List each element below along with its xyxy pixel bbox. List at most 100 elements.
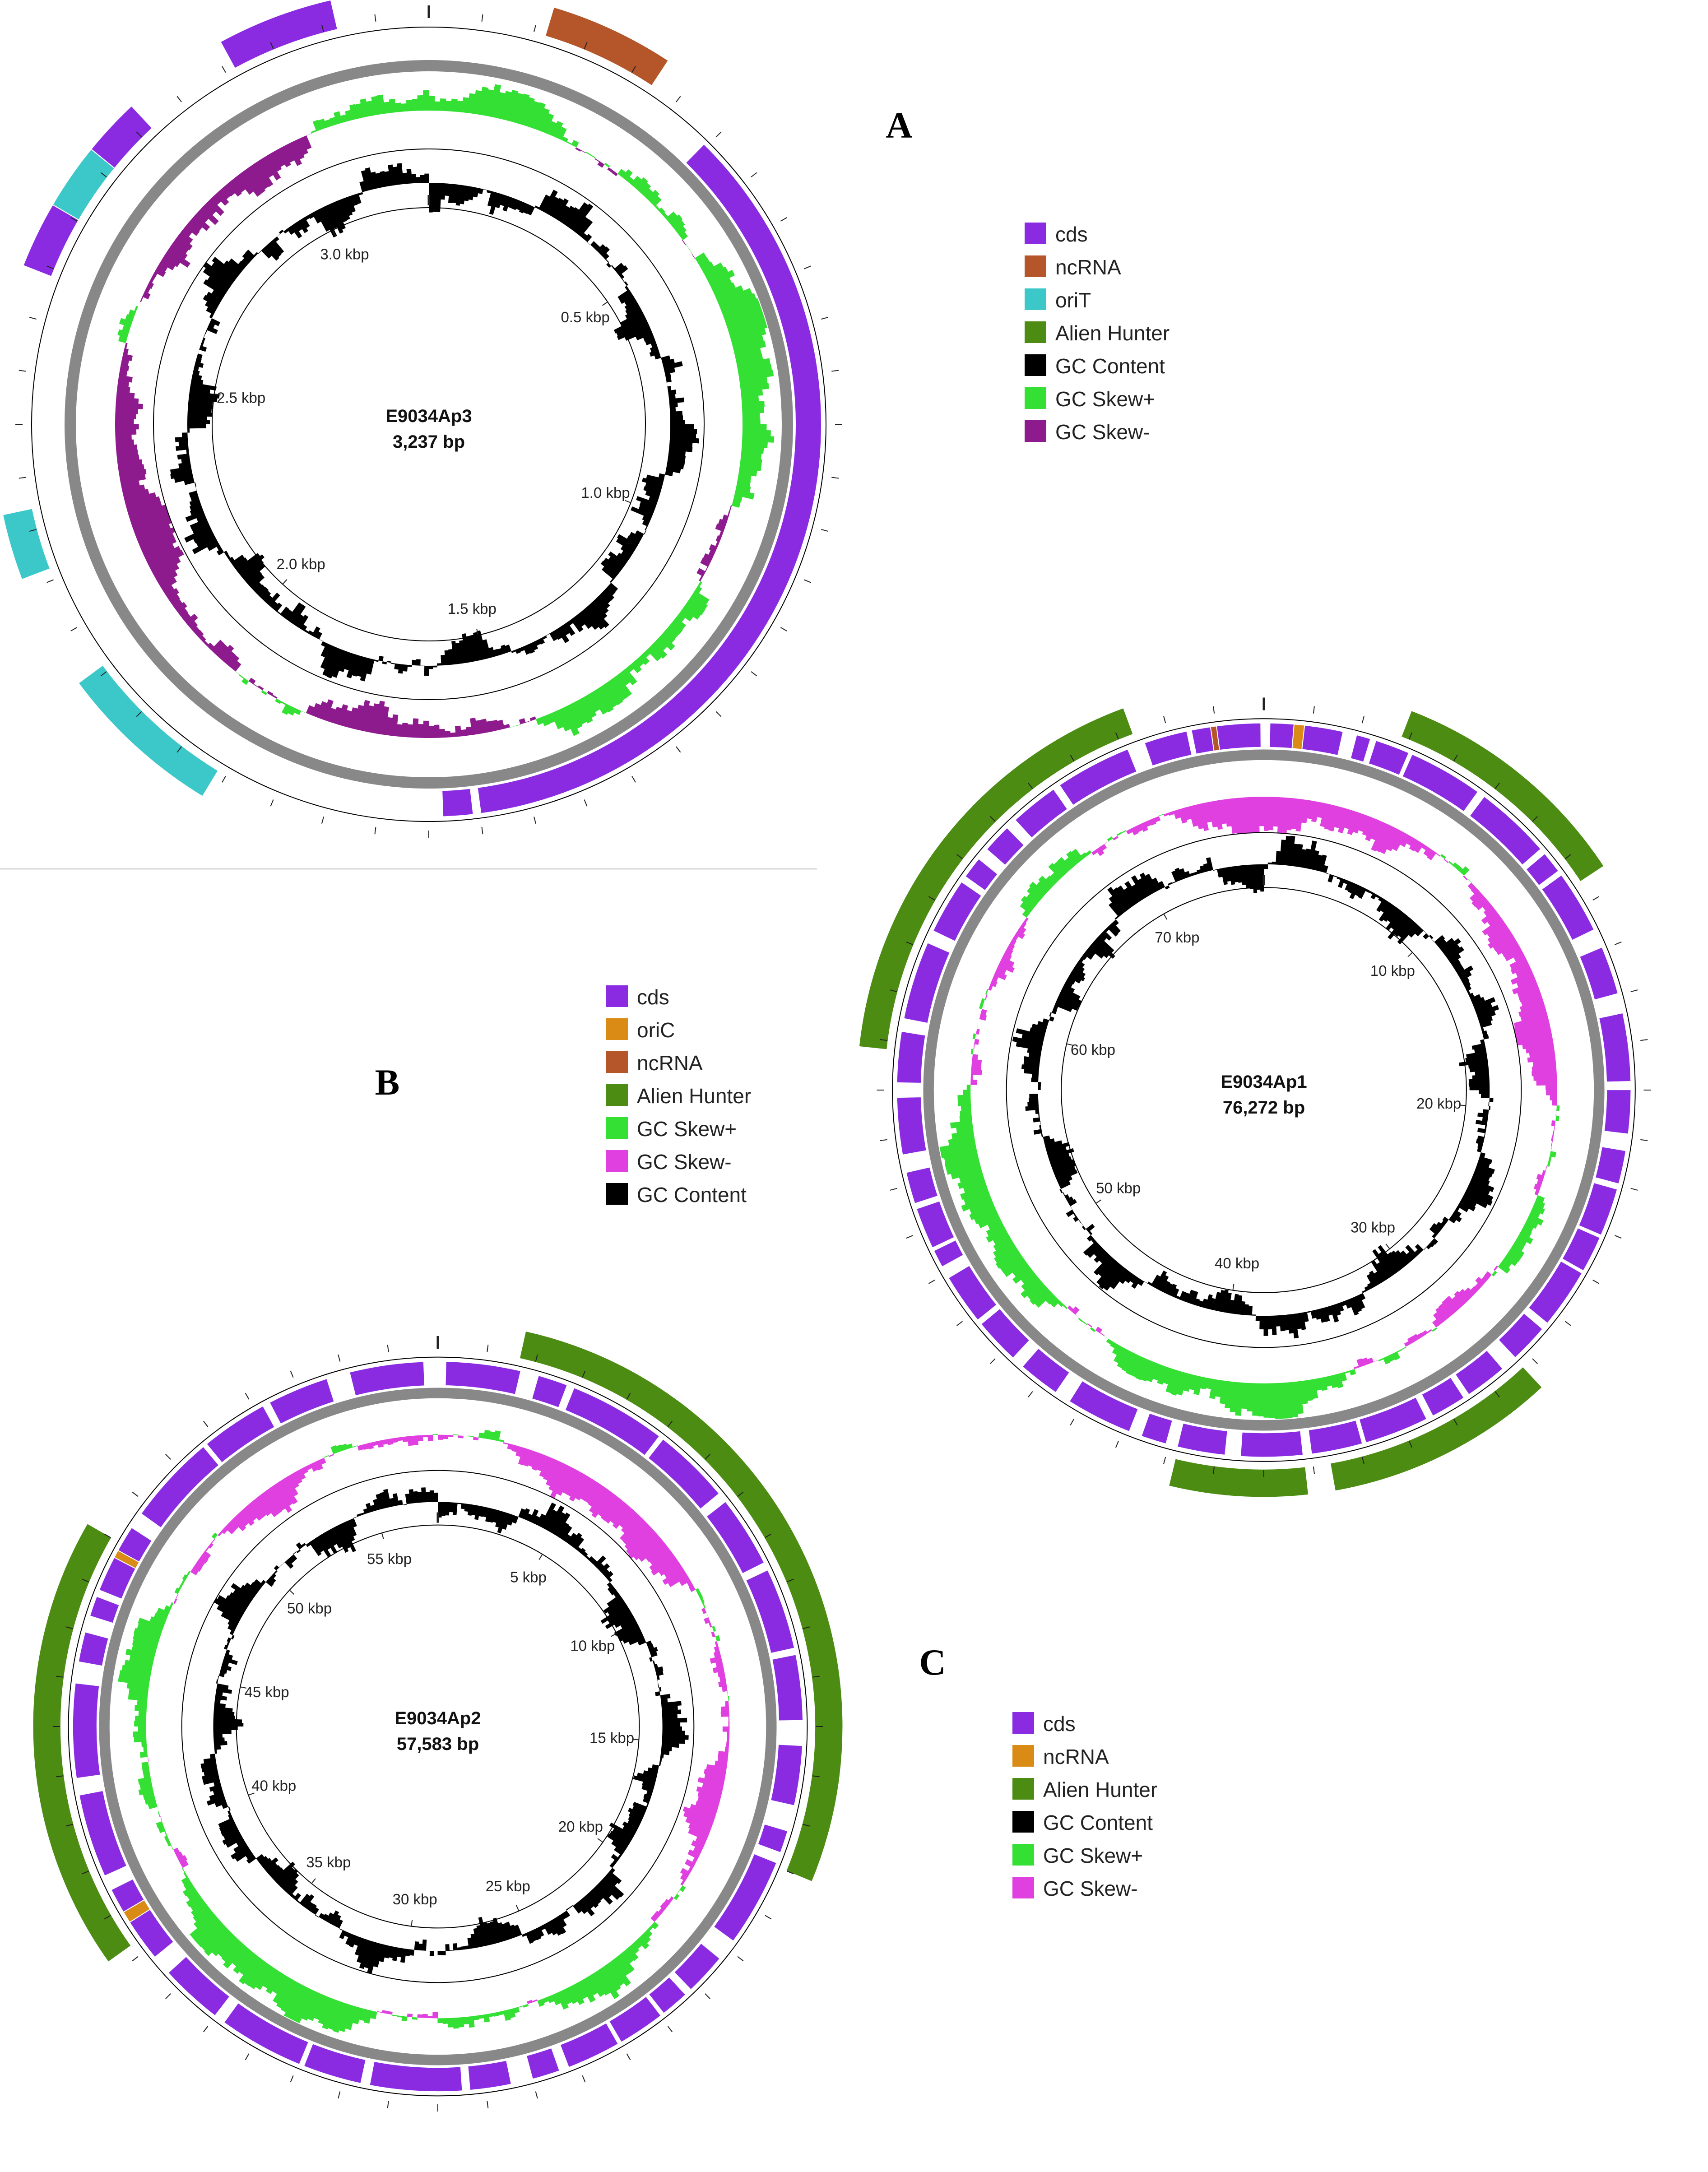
- panel-b-outer-ring: [892, 718, 1636, 1462]
- panel-b-gc-content-bar: [1457, 965, 1474, 978]
- panel-c-outer-tick: [338, 2091, 341, 2099]
- panel-c-gc-skew-bar: [508, 2008, 516, 2019]
- panel-c-gc-content-bar: [657, 1680, 659, 1684]
- panel-a-gc-skew-bar: [203, 640, 209, 646]
- panel-c-gc-content-bar: [607, 1585, 615, 1592]
- panel-a-gc-content-bar: [297, 614, 309, 629]
- panel-a-gc-skew-bar: [536, 108, 550, 132]
- panel-c-gc-content-bar: [392, 1947, 399, 1961]
- panel-c-gc-content-bar: [652, 1764, 659, 1770]
- panel-c-gc-skew-bar: [718, 1751, 729, 1758]
- panel-a-gc-content-bar: [319, 639, 323, 641]
- panel-a-gc-content-bar: [216, 545, 222, 551]
- panel-c-gc-content-bar: [414, 1941, 419, 1950]
- panel-c-gc-skew-bar: [550, 1464, 571, 1499]
- panel-c-gc-skew-bar: [713, 1651, 721, 1658]
- panel-a-outer-tick: [46, 265, 54, 269]
- panel-c-feature-cds: [89, 1596, 120, 1624]
- panel-b-gc-skew-bar: [1243, 797, 1251, 834]
- panel-c-kbp-tick: [515, 1905, 520, 1912]
- panel-a-gc-content-bar: [322, 646, 339, 677]
- panel-c-gc-skew-bar: [341, 1443, 348, 1451]
- panel-c-gc-skew-bar: [722, 1726, 730, 1732]
- panel-a-features: [2, 0, 822, 817]
- panel-a-gc-content-bar: [338, 199, 350, 220]
- panel-a-gc-skew-bar: [119, 318, 133, 328]
- panel-b-gc-skew-bar: [1104, 1336, 1109, 1339]
- panel-a-gc-skew-bar: [669, 214, 683, 227]
- panel-b-gc-skew-bar: [996, 965, 1007, 975]
- panel-c-gc-skew-bar: [728, 1721, 730, 1727]
- panel-c-gc-content-bar: [588, 1556, 594, 1563]
- panel-a-gc-content-bar: [261, 590, 271, 601]
- panel-a-gc-skew-bar: [594, 687, 614, 713]
- panel-c-gc-content-bar: [553, 1512, 571, 1536]
- panel-b-gc-content-bar: [1431, 1223, 1442, 1233]
- panel-b-gc-content-bar: [1035, 1109, 1040, 1114]
- panel-a-gc-skew-bar: [734, 348, 761, 360]
- panel-a-gc-skew-bar: [445, 730, 451, 738]
- panel-b-gc-skew-bar: [1045, 875, 1057, 886]
- panel-a-gc-skew-bar: [741, 446, 764, 454]
- panel-c-gc-content-bar: [228, 1814, 233, 1819]
- panel-c-gc-content-bar: [201, 1765, 218, 1773]
- panel-a-outer-tick: [70, 217, 78, 222]
- panel-b-gc-content-bar: [1031, 1023, 1047, 1032]
- panel-b-gc-content-bar: [1476, 1163, 1495, 1174]
- panel-a-gc-content-bar: [483, 189, 487, 190]
- panel-a-tracks: [15, 5, 842, 838]
- panel-b-gc-skew-bar: [1121, 830, 1127, 834]
- panel-b-gc-content-bar: [1172, 1288, 1179, 1298]
- panel-a-gc-skew-bar: [725, 310, 764, 328]
- panel-c-legend-label: Alien Hunter: [1043, 1778, 1157, 1801]
- panel-a-gc-content-bar: [616, 318, 648, 337]
- panel-b-gc-skew-bar: [994, 1245, 1018, 1263]
- panel-b-separator-ring: [1006, 832, 1522, 1348]
- panel-c-gc-content-bar: [512, 1515, 519, 1524]
- panel-b-gc-content-bar: [1059, 1188, 1063, 1193]
- panel-c-gc-skew-bar: [704, 1617, 710, 1624]
- panel-c-gc-content-bar: [457, 1947, 462, 1950]
- panel-c-gc-content-bar: [507, 1514, 515, 1526]
- panel-c-gc-skew-bar: [250, 1499, 267, 1518]
- panel-b-gc-content-bar: [1310, 1310, 1317, 1319]
- panel-c-plasmid-name: E9034Ap2: [395, 1708, 481, 1728]
- panel-c-gc-skew-bar: [153, 1612, 167, 1622]
- panel-b-gc-skew-bar: [1015, 930, 1025, 939]
- panel-c-gc-content-bar: [346, 1519, 357, 1536]
- panel-a-gc-content-bar: [203, 334, 206, 338]
- panel-a-gc-content-bar: [254, 252, 259, 257]
- panel-b-gc-content-bar: [1109, 896, 1125, 915]
- panel-a-gc-content-bar: [621, 550, 631, 560]
- panel-c-gc-skew-bar: [422, 1435, 428, 1438]
- panel-a-gc-content-bar: [587, 603, 609, 628]
- panel-a-gc-skew-bar: [613, 675, 632, 698]
- panel-b-gc-skew-bar: [1404, 1341, 1411, 1347]
- panel-a-outer-tick: [270, 799, 274, 807]
- panel-b-gc-content-bar: [1059, 991, 1082, 1005]
- panel-b-outer-tick: [989, 816, 996, 822]
- panel-a-gc-skew-bar: [199, 206, 219, 225]
- panel-c-gc-content-bar: [441, 1502, 446, 1517]
- panel-a-gc-content-bar: [487, 191, 496, 207]
- panel-b-gc-skew-bar: [1219, 1380, 1228, 1404]
- panel-a-gc-skew-bar: [529, 716, 536, 721]
- panel-a-gc-skew-bar: [717, 288, 752, 307]
- panel-a-gc-skew-bar: [162, 253, 181, 267]
- panel-b-gc-skew-bar: [1432, 1327, 1438, 1332]
- panel-a-gc-content-bar: [428, 665, 433, 669]
- panel-a-gc-skew-bar: [115, 424, 139, 430]
- panel-c-gc-skew-bar: [149, 1616, 166, 1627]
- panel-c-gc-skew-bar: [193, 1917, 221, 1944]
- panel-c-gc-content-bar: [536, 1926, 544, 1937]
- panel-a-gc-content-bar: [593, 598, 609, 614]
- panel-c-gc-content-bar: [229, 1592, 250, 1608]
- panel-c-legend-label: GC Skew-: [1043, 1877, 1138, 1900]
- panel-b-gc-content-bar: [1165, 885, 1170, 890]
- panel-b-gc-content-bar: [1109, 902, 1122, 917]
- panel-c-gc-skew-bar: [488, 2013, 494, 2017]
- panel-a-gc-content-bar: [352, 655, 362, 677]
- panel-a-gc-skew-bar: [124, 492, 157, 506]
- panel-a-gc-content-bar: [593, 244, 600, 251]
- panel-b-gc-skew-bar: [998, 961, 1015, 973]
